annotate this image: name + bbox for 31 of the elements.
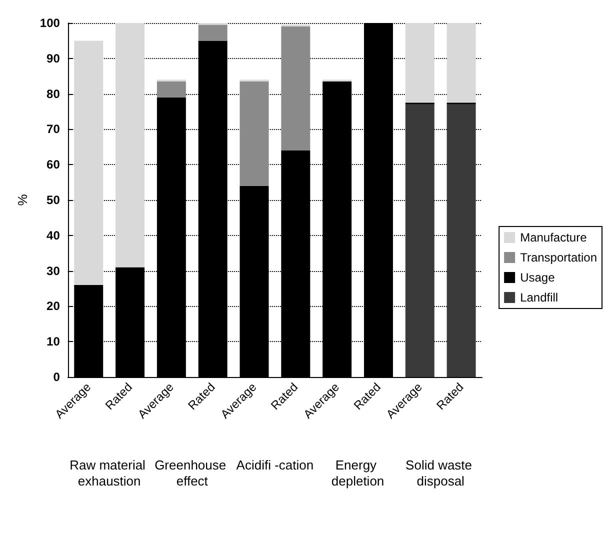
legend-label: Transportation: [520, 250, 598, 264]
bar: [405, 104, 434, 377]
legend-label: Manufacture: [520, 230, 588, 244]
bar: [240, 81, 269, 186]
y-tick-label: 0: [53, 370, 60, 384]
y-tick-label: 100: [40, 16, 60, 30]
bar: [405, 23, 434, 103]
y-tick-label: 60: [46, 158, 60, 172]
legend-label: Landfill: [520, 290, 558, 304]
y-tick-label: 80: [46, 86, 60, 101]
text: Solid waste disposal: [406, 458, 476, 488]
bar: [446, 104, 476, 377]
bar: [74, 40, 104, 285]
text: Greenhouse effect: [154, 458, 230, 488]
y-tick-label: 20: [46, 299, 60, 314]
y-tick-label: 30: [46, 264, 60, 278]
text: Energy depletion: [331, 458, 384, 488]
y-axis-title: %: [15, 194, 30, 206]
y-tick-label: 40: [46, 228, 60, 242]
bar: [446, 23, 476, 103]
y-tick-label: 50: [46, 193, 60, 207]
bar: [281, 26, 310, 150]
bar: [156, 81, 186, 98]
legend-label: Usage: [520, 270, 556, 284]
text: Acidifi -cation: [236, 458, 314, 472]
y-tick-label: 70: [46, 122, 60, 136]
bar: [116, 23, 145, 268]
y-tick-label: 10: [46, 334, 60, 349]
text: Raw material exhaustion: [70, 458, 150, 488]
y-tick-label: 90: [46, 51, 60, 66]
bar: [198, 24, 228, 41]
